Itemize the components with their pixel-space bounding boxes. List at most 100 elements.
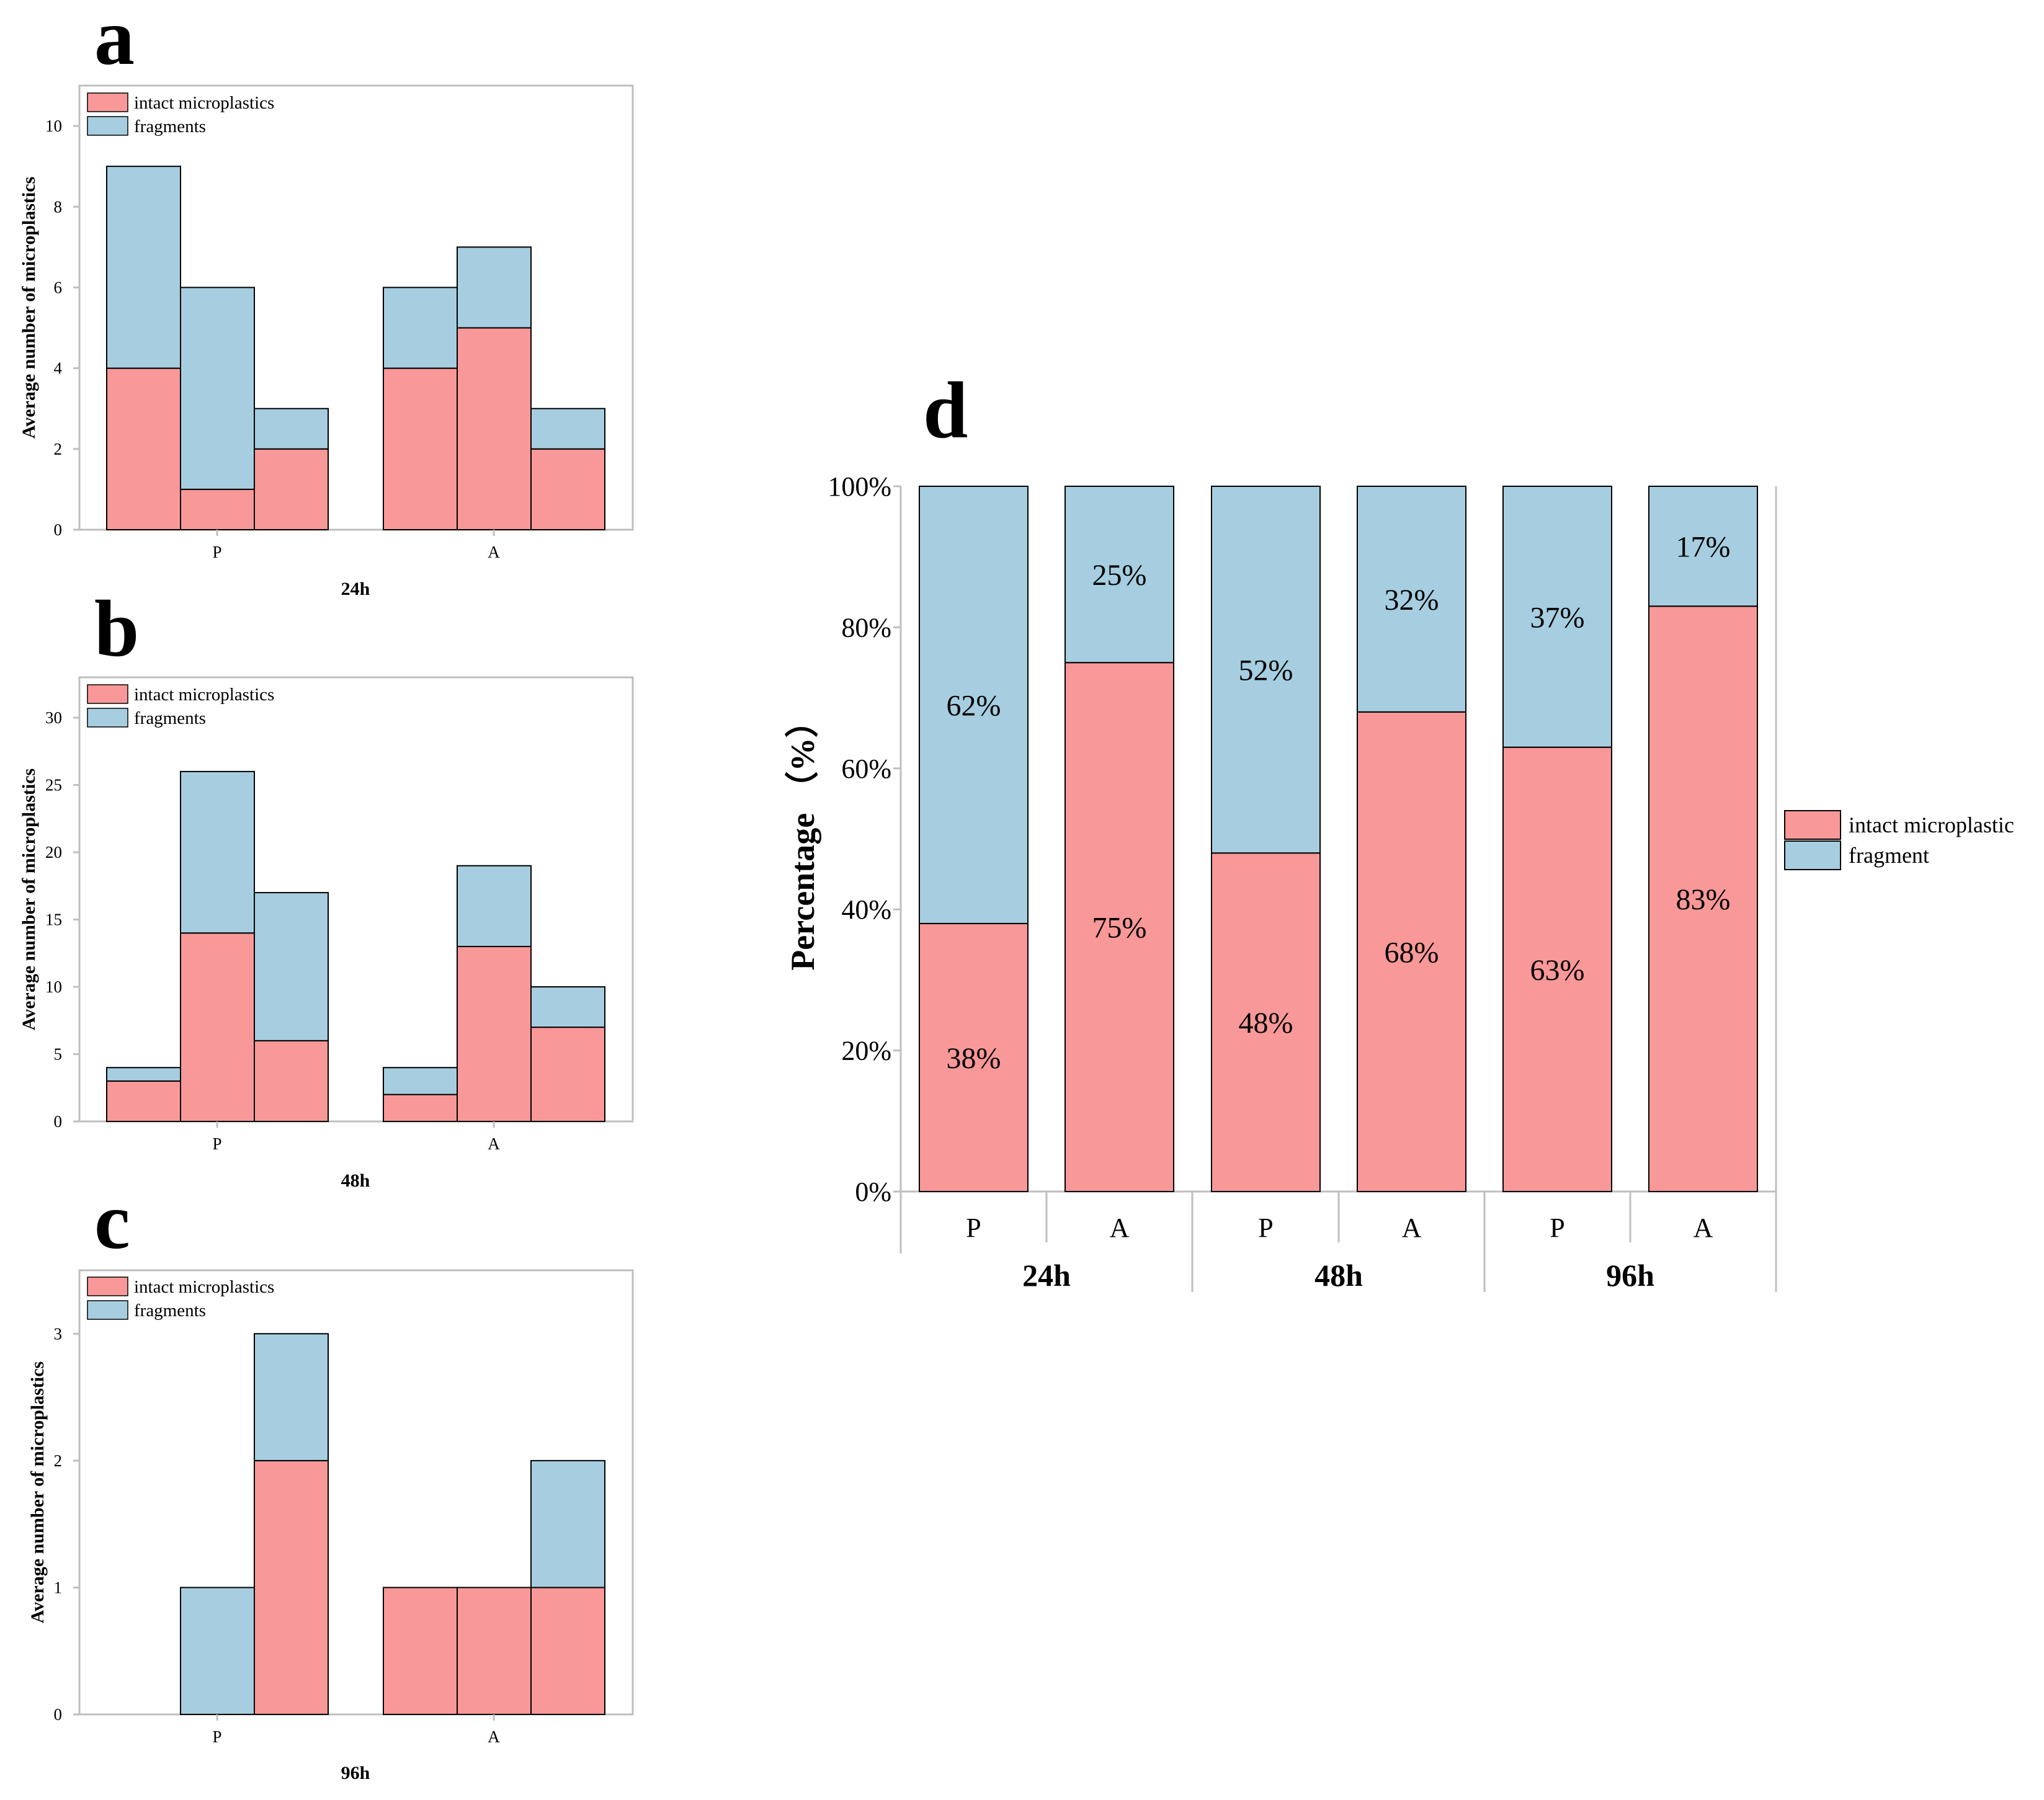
panel-d-x-category-label: A: [1110, 1213, 1130, 1243]
panel-d-fragment-pct-label: 32%: [1385, 584, 1439, 617]
panel-a-bar-fragments: [180, 287, 255, 490]
panel-d-fragment-pct-label: 62%: [947, 689, 1001, 722]
panel-c-x-tick-label: P: [212, 1727, 221, 1746]
panel-a-y-tick-label: 2: [54, 440, 63, 458]
panel-d-bar-fragment: [919, 486, 1029, 924]
panel-d-bar-intact: [1648, 605, 1758, 1192]
panel-b-x-tick-label: A: [488, 1134, 500, 1153]
panel-a-legend-swatch-intact: [87, 92, 128, 112]
panel-b-x-tick-label: P: [212, 1134, 221, 1153]
panel-b-y-tick-label: 30: [45, 708, 62, 727]
panel-d-x-category-label: P: [1550, 1213, 1564, 1243]
panel-b-bar-intact: [106, 1080, 181, 1122]
panel-c-y-tick-label: 2: [54, 1451, 63, 1470]
panel-a-legend: intact microplastics fragments: [87, 92, 274, 136]
panel-a-frame: [78, 84, 634, 531]
panel-b-bar-fragments: [457, 865, 532, 947]
panel-d-intact-pct-label: 68%: [1385, 936, 1439, 969]
panel-d-letter: d: [923, 366, 968, 455]
panel-d-bar-intact: [1064, 662, 1174, 1192]
panel-a-legend-label-intact: intact microplastics: [134, 93, 274, 113]
panel-b-y-tick-label: 10: [45, 978, 62, 996]
panel-a-y-tick-label: 8: [54, 197, 63, 216]
panel-a-bar-intact: [457, 327, 532, 531]
panel-c-y-tick-label: 1: [54, 1578, 63, 1597]
panel-c-legend: intact microplastics fragments: [87, 1276, 274, 1321]
panel-c-bar-intact: [383, 1587, 458, 1715]
panel-c-legend-swatch-fragments: [87, 1300, 128, 1320]
panel-d-y-tick-label: 40%: [841, 894, 891, 925]
panel-d-legend: intact microplastic fragment: [1784, 810, 2014, 870]
panel-a-letter: a: [94, 0, 135, 82]
panel-a-bar-fragments: [530, 408, 605, 450]
panel-b-legend-label-fragments: fragments: [134, 708, 206, 728]
panel-d-intact-pct-label: 38%: [947, 1042, 1001, 1075]
panel-b-bar-intact: [457, 945, 532, 1123]
panel-d-intact-pct-label: 48%: [1239, 1007, 1293, 1040]
panel-d-bar-fragment: [1357, 486, 1466, 713]
panel-b-legend-swatch-fragments: [87, 708, 128, 728]
panel-d-fragment-pct-label: 17%: [1676, 531, 1731, 564]
panel-a-bar-fragments: [106, 166, 181, 369]
panel-b-x-axis-title: 48h: [341, 1170, 370, 1191]
panel-d-group-label: 24h: [1022, 1258, 1071, 1293]
panel-b-letter: b: [94, 584, 139, 674]
panel-d-bar-fragment: [1648, 486, 1758, 607]
panel-a-bar-intact: [180, 488, 255, 531]
panel-d-y-tick-label: 20%: [841, 1036, 891, 1066]
panel-b-legend-swatch-intact: [87, 684, 128, 704]
panel-d-y-tick-label: 0%: [855, 1177, 891, 1207]
panel-d-legend-label-intact: intact microplastic: [1849, 813, 2014, 837]
panel-c-y-tick-label: 3: [54, 1324, 63, 1343]
panel-c-y-tick-label: 0: [54, 1705, 63, 1724]
panel-a-bar-intact: [530, 448, 605, 530]
panel-b-bar-fragments: [254, 892, 329, 1041]
panel-d-bar-fragment: [1502, 486, 1612, 748]
panel-c-legend-label-intact: intact microplastics: [134, 1277, 274, 1297]
panel-d-fragment-pct-label: 37%: [1530, 601, 1585, 634]
panel-c-bars: [180, 1333, 605, 1716]
panel-d-intact-pct-label: 75%: [1092, 912, 1147, 945]
panel-a-bar-fragments: [383, 287, 458, 369]
panel-b-frame: [78, 676, 634, 1123]
panel-d-x-category-label: P: [966, 1213, 981, 1243]
panel-d-bar-intact: [1211, 852, 1321, 1192]
panel-d-x-category-label: A: [1694, 1213, 1713, 1243]
panel-d-chart: d 0% 20% 40% 60% 80% 100% 38% 62% 75% 25% 48% 52% 6…: [784, 366, 2014, 1293]
panel-b-bar-intact: [180, 932, 255, 1122]
panel-c-frame: [78, 1269, 634, 1716]
panel-d-bar-fragment: [1064, 486, 1174, 664]
panel-a-x-tick-label: P: [212, 543, 221, 561]
panel-d-y-tick-label: 100%: [828, 471, 891, 502]
panel-a-bar-fragments: [457, 246, 532, 329]
panel-d-intact-pct-label: 83%: [1676, 883, 1731, 916]
panel-c-x-axis-title: 96h: [341, 1763, 370, 1783]
panel-b-bar-intact: [530, 1027, 605, 1122]
panel-a-bars: [106, 166, 605, 531]
panel-d-y-tick-label: 60%: [841, 754, 891, 784]
panel-d-bar-intact: [1502, 746, 1612, 1192]
panel-a-y-tick-label: 0: [54, 520, 63, 539]
panel-b-bar-intact: [383, 1094, 458, 1123]
panel-d-intact-pct-label: 63%: [1530, 954, 1585, 987]
panel-c-legend-swatch-intact: [87, 1276, 128, 1296]
panel-d-group-label: 96h: [1606, 1258, 1654, 1293]
panel-b-bar-fragments: [106, 1067, 181, 1082]
panel-b-y-axis-title: Average number of microplastics: [19, 769, 39, 1030]
panel-a-y-tick-label: 4: [54, 359, 63, 378]
panel-d-group-labels: 24h 48h 96h: [1022, 1258, 1654, 1293]
panel-d-fragment-pct-label: 25%: [1092, 559, 1147, 592]
panel-d-x-category-label: P: [1258, 1213, 1273, 1243]
panel-b-y-tick-label: 0: [54, 1112, 63, 1131]
panel-d-legend-swatch-fragment: [1784, 840, 1841, 870]
panel-b-y-ticks: 0 5 10 15 20 25 30: [45, 708, 79, 1131]
panel-d-bar-fragment: [1211, 486, 1321, 854]
panel-c-legend-label-fragments: fragments: [134, 1301, 206, 1321]
panel-b-legend-label-intact: intact microplastics: [134, 685, 274, 705]
